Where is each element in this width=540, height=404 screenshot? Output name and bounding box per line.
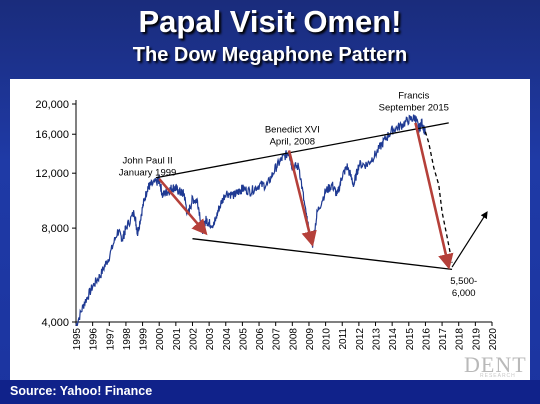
annotation-label: April, 2008 bbox=[270, 137, 315, 148]
annotation-label: John Paul II bbox=[122, 155, 172, 166]
x-tick-label: 2010 bbox=[322, 328, 333, 351]
x-tick-label: 2013 bbox=[372, 328, 383, 351]
annotation-label: September 2015 bbox=[379, 103, 449, 114]
x-tick-label: 1997 bbox=[105, 328, 116, 351]
x-tick-label: 2005 bbox=[238, 328, 249, 351]
annotation-label: Benedict XVI bbox=[265, 125, 320, 136]
x-tick-label: 2002 bbox=[188, 328, 199, 351]
x-tick-label: 2003 bbox=[205, 328, 216, 351]
footer-bar bbox=[0, 380, 540, 404]
x-tick-label: 2011 bbox=[338, 328, 349, 350]
y-tick-label: 12,000 bbox=[35, 168, 69, 180]
y-tick-label: 20,000 bbox=[35, 99, 69, 111]
x-tick-label: 2012 bbox=[355, 328, 366, 351]
x-tick-label: 2018 bbox=[455, 328, 466, 351]
chart-title: Papal Visit Omen! bbox=[138, 4, 402, 39]
x-tick-label: 2006 bbox=[255, 328, 266, 351]
x-tick-label: 1995 bbox=[72, 328, 83, 351]
x-tick-label: 2009 bbox=[305, 328, 316, 351]
decline-arrow bbox=[414, 122, 454, 270]
trendline-upper bbox=[155, 122, 449, 179]
x-tick-label: 2014 bbox=[388, 328, 399, 351]
brand-logo: DENT bbox=[464, 352, 527, 377]
trendline-lower bbox=[192, 238, 453, 271]
y-tick-label: 16,000 bbox=[35, 129, 69, 141]
decline-arrow bbox=[158, 178, 208, 236]
annotation-label: Francis bbox=[398, 91, 429, 102]
plot-panel bbox=[10, 79, 530, 380]
x-tick-label: 2004 bbox=[222, 328, 233, 351]
rebound-arrow bbox=[451, 211, 488, 268]
brand-logo-sub: RESEARCH bbox=[480, 373, 516, 379]
x-tick-label: 2007 bbox=[272, 328, 283, 351]
chart-subtitle: The Dow Megaphone Pattern bbox=[132, 44, 408, 66]
decline-arrow bbox=[287, 150, 317, 247]
x-tick-label: 2017 bbox=[438, 328, 449, 351]
x-tick-label: 2016 bbox=[421, 328, 432, 351]
x-tick-label: 2019 bbox=[471, 328, 482, 351]
x-tick-label: 1996 bbox=[89, 328, 100, 351]
x-tick-label: 2020 bbox=[488, 328, 499, 351]
x-tick-label: 2000 bbox=[155, 328, 166, 351]
x-tick-label: 2015 bbox=[405, 328, 416, 351]
y-tick-label: 8,000 bbox=[41, 223, 69, 235]
x-tick-label: 2001 bbox=[172, 328, 183, 351]
y-tick-label: 4,000 bbox=[41, 317, 69, 329]
x-tick-label: 2008 bbox=[288, 328, 299, 351]
annotation-label: 6,000 bbox=[452, 288, 476, 299]
dow-series-line bbox=[75, 114, 426, 327]
x-tick-label: 1999 bbox=[139, 328, 150, 351]
annotation-label: January 1999 bbox=[119, 167, 177, 178]
source-label: Source: Yahoo! Finance bbox=[10, 384, 153, 398]
projection-line bbox=[424, 131, 453, 263]
x-tick-label: 1998 bbox=[122, 328, 133, 351]
annotation-label: 5,500- bbox=[450, 276, 477, 287]
